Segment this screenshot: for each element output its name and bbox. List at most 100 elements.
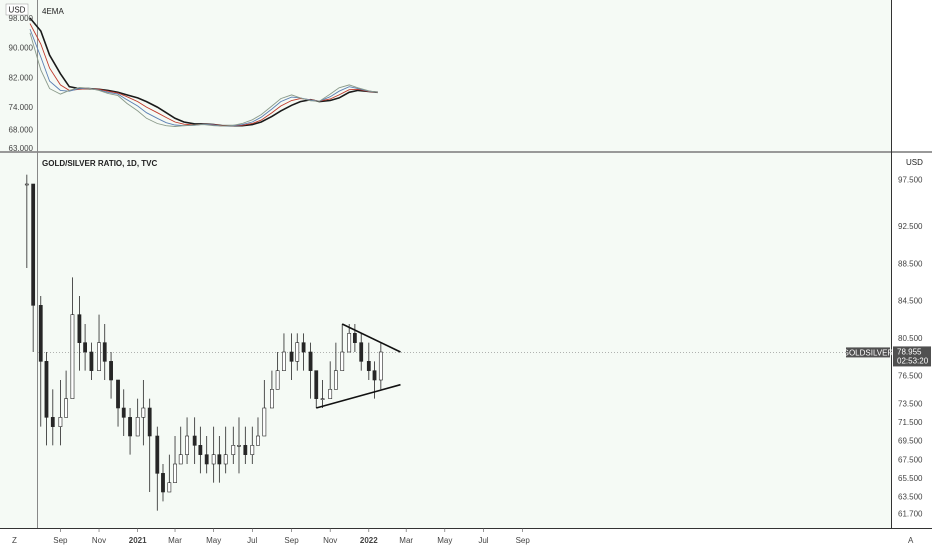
candle-body: [89, 351, 94, 371]
x-tick-label: Sep: [284, 536, 299, 545]
currency-badge: [5, 3, 29, 16]
candle-body: [24, 183, 29, 186]
main-y-tick: 73.500: [898, 399, 923, 408]
candle-body: [314, 370, 319, 399]
candle-body: [256, 435, 260, 446]
x-tick-label: Jul: [478, 536, 488, 545]
main-y-tick: 76.500: [898, 371, 923, 380]
indicator-y-tick: 63.000: [9, 144, 34, 153]
main-y-axis: 97.500 92.500 88.500 84.500 80.500 76.500 73.5…: [898, 175, 923, 518]
x-tick-label: May: [437, 536, 452, 545]
candle-body: [155, 435, 160, 474]
indicator-y-tick: 74.000: [9, 103, 34, 112]
candle-body: [372, 370, 377, 381]
indicator-y-tick: 82.000: [9, 73, 34, 82]
symbol-title: GOLD/SILVER RATIO, 1D, TVC: [42, 159, 157, 168]
candle-body: [250, 445, 255, 455]
candle-body: [141, 407, 146, 418]
main-y-tick: 69.500: [898, 437, 923, 446]
x-tick-label: 2022: [360, 536, 378, 545]
x-tick-label: Nov: [92, 536, 106, 545]
candle-body: [38, 305, 43, 362]
symbol-badge: [846, 347, 890, 358]
currency-label: USD: [9, 6, 26, 15]
candle-body: [204, 454, 209, 465]
candle-body: [301, 342, 306, 353]
candle-body: [116, 379, 120, 409]
candle-body: [320, 398, 325, 400]
candle-body: [243, 445, 248, 455]
candle-body: [352, 333, 357, 343]
x-tick-label: May: [206, 536, 221, 545]
candle-body: [270, 389, 274, 409]
main-pane-bg: [0, 153, 892, 528]
candle-body: [102, 342, 107, 362]
x-tick-label: Sep: [516, 536, 531, 545]
main-currency-label: USD: [906, 158, 923, 167]
candle-body: [262, 407, 267, 437]
main-y-tick: 80.500: [898, 334, 923, 343]
main-y-tick: 65.500: [898, 474, 923, 483]
candle-body: [64, 398, 68, 418]
trendline-lower[interactable]: [316, 383, 401, 409]
main-y-tick: 67.500: [898, 455, 923, 464]
indicator-y-tick: 90.000: [9, 44, 34, 53]
indicator-y-tick: 68.000: [9, 125, 34, 134]
candle-body: [161, 473, 165, 493]
x-tick-label: Mar: [399, 536, 413, 545]
scale-toggle[interactable]: A: [908, 536, 914, 545]
indicator-name: 4EMA: [42, 7, 64, 16]
x-tick-label: Mar: [168, 536, 182, 545]
right-axis-bg: [892, 0, 932, 528]
x-tick-label: Nov: [323, 536, 337, 545]
candle-body: [295, 342, 300, 362]
x-tick-label: 2021: [129, 536, 147, 545]
candle-body: [347, 333, 352, 353]
candle-body: [198, 445, 203, 455]
price-badge-value: 78.955: [897, 347, 922, 356]
candle-body: [77, 314, 82, 343]
candle-body: [31, 183, 36, 306]
candle-body: [282, 351, 286, 371]
candle-body: [128, 417, 132, 437]
candle-body: [275, 370, 280, 390]
candle-body: [231, 445, 236, 455]
x-axis: Sep Nov 2021 Mar May Jul Sep Nov 2022 Mar May Jul Se…: [53, 528, 530, 545]
candles: [24, 174, 383, 511]
price-badge: [893, 346, 931, 367]
candle-body: [50, 417, 55, 427]
candle-body: [217, 454, 222, 465]
main-y-tick: 63.500: [898, 493, 923, 502]
trendline-upper[interactable]: [341, 323, 401, 353]
main-y-tick: 88.500: [898, 259, 923, 268]
candle-body: [109, 361, 113, 381]
candle-body: [167, 482, 172, 493]
candle-body: [289, 351, 294, 362]
candle-body: [44, 361, 49, 418]
trendlines[interactable]: [316, 323, 401, 409]
candle-body: [58, 417, 63, 427]
candle-body: [135, 417, 140, 437]
candle-body: [366, 361, 371, 371]
candle-body: [178, 454, 183, 465]
candle-body: [121, 407, 126, 418]
main-y-tick: 84.500: [898, 297, 923, 306]
indicator-y-axis: 98.000 90.000 82.000 74.000 68.000 63.000: [9, 14, 34, 153]
main-y-tick: 92.500: [898, 222, 923, 231]
candle-body: [173, 463, 177, 483]
timezone-label[interactable]: Z: [12, 536, 17, 545]
candle-body: [223, 454, 228, 465]
candle-body: [308, 351, 313, 371]
x-tick-label: Jul: [247, 536, 257, 545]
candle-body: [70, 314, 75, 399]
candle-body: [237, 445, 241, 447]
candle-body: [340, 351, 345, 371]
candle-body: [192, 435, 197, 446]
price-badge-countdown: 02:53:20: [897, 356, 929, 365]
ema-line-4: [29, 32, 378, 127]
candle-body: [378, 351, 383, 381]
x-tick-label: Sep: [53, 536, 68, 545]
candle-body: [211, 454, 216, 465]
ema-lines: [29, 17, 378, 127]
